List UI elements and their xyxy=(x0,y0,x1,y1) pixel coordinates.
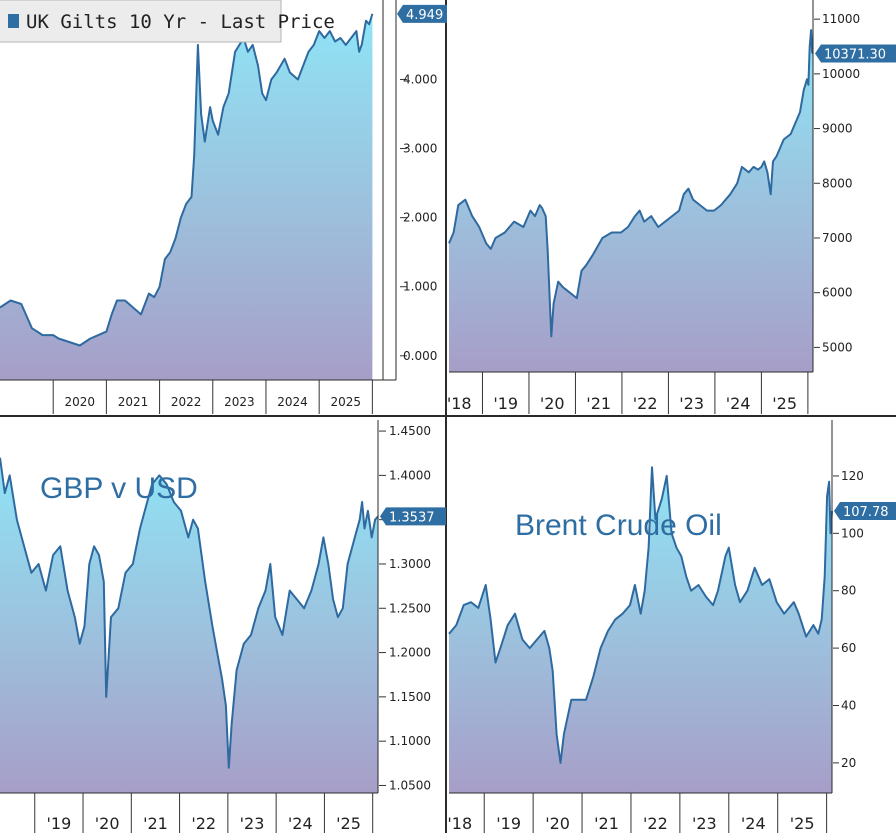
gbp-usd-last-value-badge xyxy=(380,507,446,526)
equity-index-xtick-label: '20 xyxy=(540,394,565,413)
gbp-usd-xtick-label: '24 xyxy=(288,814,313,833)
equity-index-ytick-label: 10000 xyxy=(822,67,860,81)
brent-crude-last-value-badge xyxy=(834,502,896,521)
uk-gilts-area xyxy=(0,13,373,381)
uk-gilts-xtick-label: 2020 xyxy=(65,395,96,409)
uk-gilts-ytick-label: 1.000 xyxy=(403,280,437,294)
uk-gilts-ytick-label: 4.000 xyxy=(403,72,437,86)
brent-crude-ytick-label: 120 xyxy=(841,469,864,483)
equity-index-ytick-label: 6000 xyxy=(822,286,853,300)
gbp-usd-xtick-label: '23 xyxy=(240,814,265,833)
brent-crude-last-value: 107.78 xyxy=(843,505,889,520)
equity-index-xtick-label: '23 xyxy=(679,394,704,413)
brent-crude-ytick-label: 100 xyxy=(841,526,864,540)
equity-index-chart: 5000 6000 7000 8000 9000 10000 11000 10371.30 '1… xyxy=(447,0,896,414)
brent-crude-ytick-label: 20 xyxy=(841,756,856,770)
uk-gilts-ytick-label: 0.000 xyxy=(403,349,437,363)
gbp-usd-ytick-label: 1.4500 xyxy=(389,424,431,438)
brent-crude-area xyxy=(449,467,832,793)
uk-gilts-ytick-label: 3.000 xyxy=(403,142,437,156)
equity-index-xtick-label: '19 xyxy=(493,394,518,413)
equity-index-series-line xyxy=(448,29,814,338)
equity-index-xtick-label: '18 xyxy=(447,394,472,413)
gbp-usd-ytick-label: 1.3000 xyxy=(389,557,431,571)
uk-gilts-legend: UK Gilts 10 Yr - Last Price xyxy=(0,0,335,43)
uk-gilts-series-line xyxy=(0,13,374,347)
equity-index-ytick-label: 11000 xyxy=(822,12,860,26)
gbp-usd-series-line xyxy=(0,457,379,769)
gbp-usd-ytick-label: 1.2000 xyxy=(389,646,431,660)
uk-gilts-xtick-label: 2023 xyxy=(224,395,255,409)
uk-gilts-xtick-label: 2025 xyxy=(330,395,361,409)
brent-crude-title: Brent Crude Oil xyxy=(515,509,722,542)
brent-crude-xtick-label: '21 xyxy=(594,814,619,833)
brent-crude-series-line xyxy=(448,466,833,764)
brent-crude-ytick-label: 60 xyxy=(841,641,856,655)
uk-gilts-last-value-badge xyxy=(397,4,447,23)
gbp-usd-ytick-label: 1.2500 xyxy=(389,601,431,615)
equity-index-xtick-label: '21 xyxy=(586,394,611,413)
equity-index-ytick-label: 5000 xyxy=(822,340,853,354)
equity-index-ytick-label: 9000 xyxy=(822,122,853,136)
equity-index-ytick-label: 8000 xyxy=(822,176,853,190)
uk-gilts-xtick-label: 2024 xyxy=(277,395,308,409)
equity-index-xtick-label: '24 xyxy=(726,394,751,413)
uk-gilts-xtick-label: 2022 xyxy=(171,395,202,409)
equity-index-last-value-badge xyxy=(815,44,896,63)
gbp-usd-area xyxy=(0,457,378,793)
gbp-usd-xtick-label: '20 xyxy=(95,814,120,833)
gbp-usd-ytick-label: 1.1000 xyxy=(389,734,431,748)
equity-index-xtick-label: '22 xyxy=(633,394,658,413)
brent-crude-ytick-label: 80 xyxy=(841,584,856,598)
equity-index-area xyxy=(449,30,813,372)
uk-gilts-legend-label: UK Gilts 10 Yr - Last Price xyxy=(26,11,335,33)
gbp-usd-ytick-label: 1.4000 xyxy=(389,468,431,482)
gbp-usd-xtick-label: '25 xyxy=(336,814,361,833)
gbp-usd-xtick-label: '21 xyxy=(143,814,168,833)
equity-index-xtick-label: '25 xyxy=(772,394,797,413)
brent-crude-xtick-label: '23 xyxy=(692,814,717,833)
brent-crude-xtick-label: '24 xyxy=(741,814,766,833)
uk-gilts-xtick-label: 2021 xyxy=(118,395,149,409)
brent-crude-xtick-label: '25 xyxy=(790,814,815,833)
brent-crude-xtick-label: '22 xyxy=(643,814,668,833)
equity-index-last-value: 10371.30 xyxy=(824,48,886,63)
uk-gilts-ytick-label: 2.000 xyxy=(403,211,437,225)
gbp-usd-ytick-label: 1.1500 xyxy=(389,690,431,704)
equity-index-ytick-label: 7000 xyxy=(822,231,853,245)
brent-crude-ytick-label: 40 xyxy=(841,698,856,712)
brent-crude-chart: Brent Crude Oil 20 40 60 80 100 120 107.78 '18 '1… xyxy=(447,420,896,833)
uk-gilts-last-value: 4.949 xyxy=(406,8,443,23)
gbp-usd-title: GBP v USD xyxy=(40,472,198,505)
brent-crude-xtick-label: '20 xyxy=(545,814,570,833)
gbp-usd-xtick-label: '22 xyxy=(191,814,216,833)
brent-crude-xtick-label: '19 xyxy=(496,814,521,833)
gbp-usd-xtick-label: '19 xyxy=(47,814,72,833)
gbp-usd-last-value: 1.3537 xyxy=(389,510,435,525)
uk-gilts-chart: UK Gilts 10 Yr - Last Price 0.000 1.000 2.… xyxy=(0,0,447,414)
gbp-usd-ytick-label: 1.0500 xyxy=(389,778,431,792)
gbp-usd-chart: GBP v USD 1.0500 1.1000 1.1500 1.2000 1.2500 1… xyxy=(0,420,446,833)
brent-crude-xtick-label: '18 xyxy=(447,814,472,833)
